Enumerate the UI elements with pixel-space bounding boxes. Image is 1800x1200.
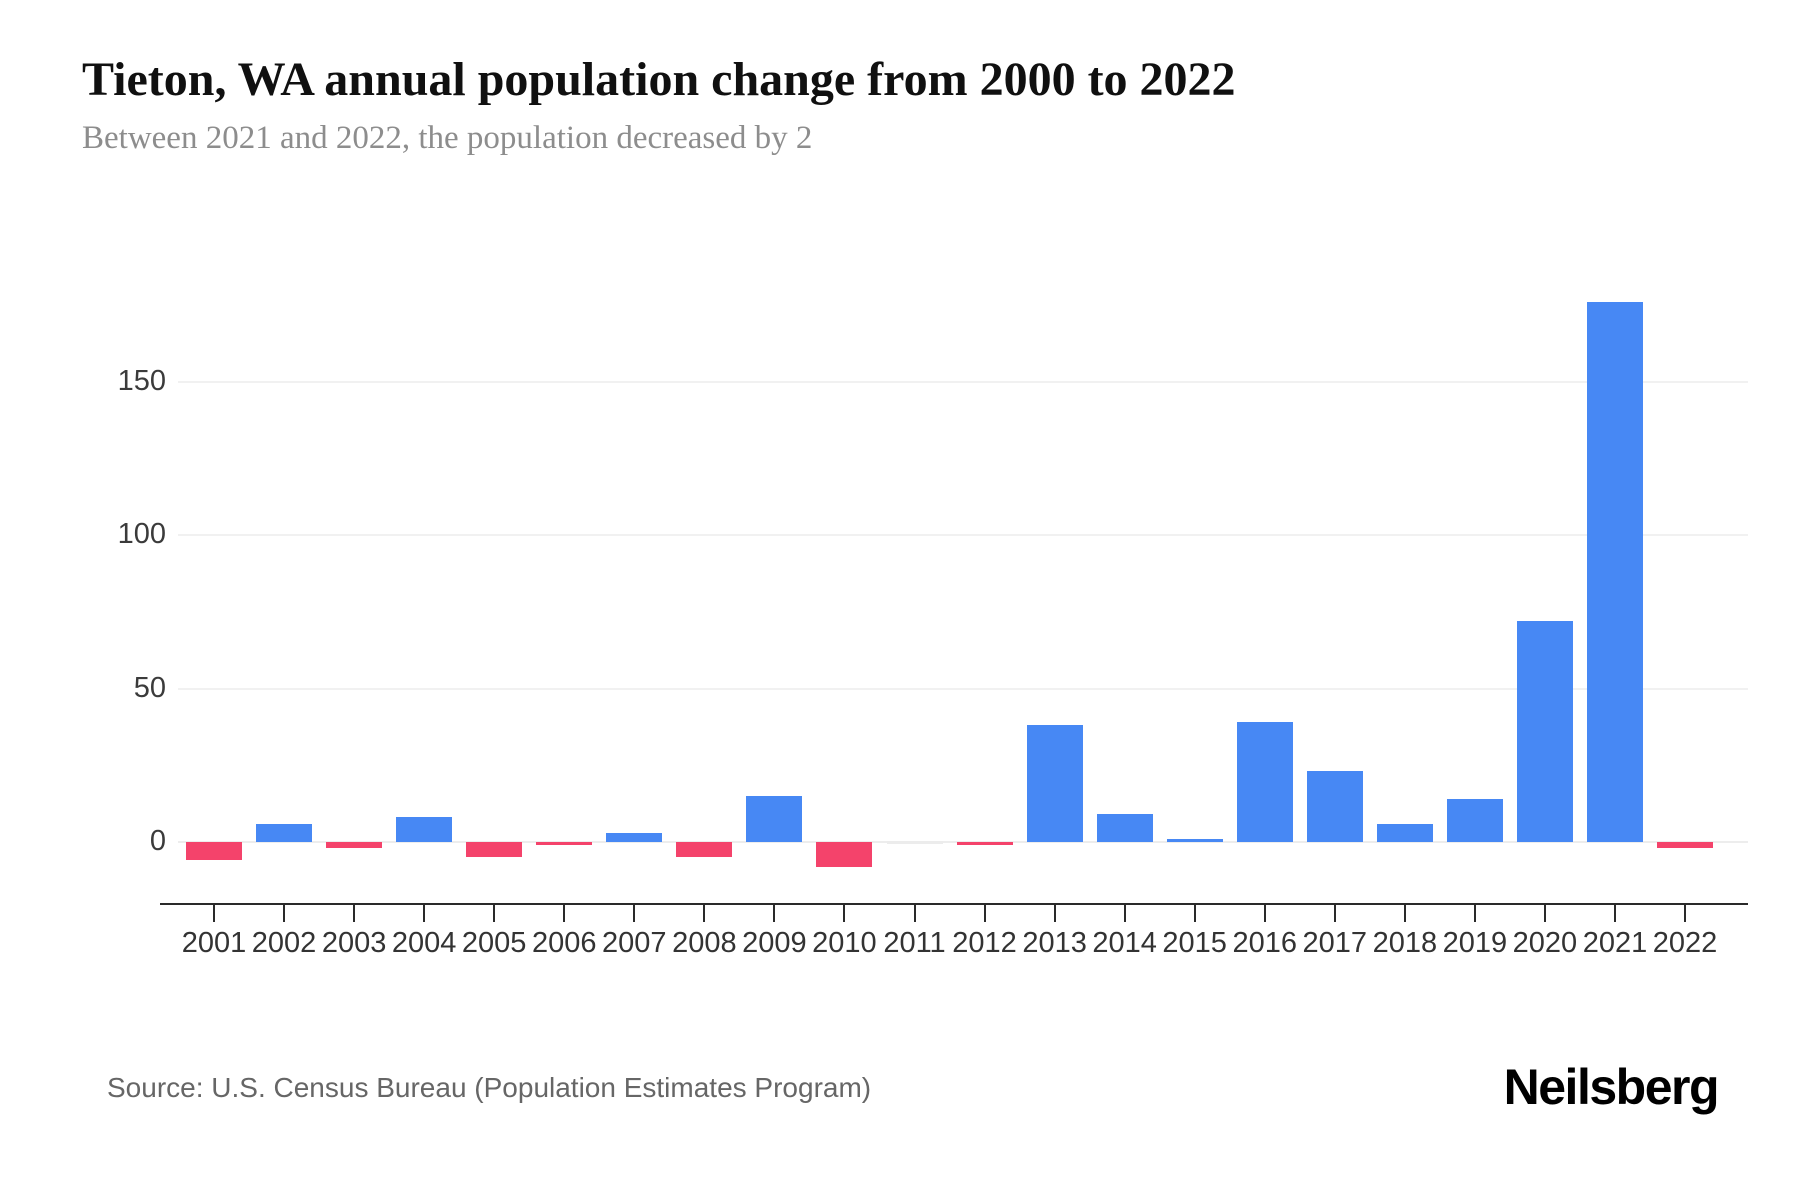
x-axis-label-2009: 2009	[742, 927, 807, 959]
x-axis-tick-2011	[913, 905, 916, 922]
gridline-y-150	[178, 381, 1748, 384]
x-axis-label-2005: 2005	[461, 927, 527, 959]
chart-title: Tieton, WA annual population change from…	[82, 53, 1236, 106]
x-axis-tick-2004	[423, 905, 426, 922]
x-axis-label-2017: 2017	[1302, 927, 1368, 959]
x-axis-tick-2003	[353, 905, 356, 922]
bar-2002[interactable]	[256, 823, 313, 842]
x-axis-label-2006: 2006	[531, 927, 597, 959]
x-axis-label-2016: 2016	[1232, 927, 1297, 959]
bar-2001[interactable]	[186, 842, 242, 861]
chart-subtitle: Between 2021 and 2022, the population de…	[82, 120, 813, 156]
x-axis-label-2021: 2021	[1582, 927, 1648, 959]
bar-2013[interactable]	[1026, 725, 1083, 842]
bar-2017[interactable]	[1306, 771, 1363, 842]
x-axis-tick-2021	[1614, 905, 1616, 922]
bar-2016[interactable]	[1236, 722, 1293, 842]
gridline-y-100	[178, 534, 1748, 537]
x-axis-label-2003: 2003	[321, 927, 387, 959]
x-axis-label-2007: 2007	[602, 927, 667, 959]
x-axis-tick-2020	[1543, 905, 1546, 922]
x-axis-tick-2014	[1123, 905, 1126, 922]
neilsberg-logo: Neilsberg	[1503, 1059, 1720, 1115]
y-axis-tick-label-50: 50	[133, 671, 166, 704]
x-axis-tick-2015	[1193, 905, 1196, 922]
x-axis-label-2015: 2015	[1162, 927, 1227, 959]
bar-2019[interactable]	[1446, 799, 1503, 842]
x-axis-label-2022: 2022	[1652, 927, 1718, 959]
bar-2006[interactable]	[536, 842, 593, 846]
bar-2011[interactable]	[886, 841, 943, 844]
x-axis-line	[160, 903, 1748, 905]
y-axis-tick-label-0: 0	[149, 825, 166, 857]
bar-2007[interactable]	[606, 832, 663, 842]
x-axis-tick-2016	[1263, 905, 1266, 922]
bar-2003[interactable]	[326, 842, 383, 849]
x-axis-label-2014: 2014	[1092, 927, 1157, 959]
x-axis-tick-2018	[1403, 905, 1406, 922]
bar-2014[interactable]	[1096, 814, 1153, 842]
x-axis-tick-2017	[1333, 905, 1336, 922]
x-axis-tick-2009	[773, 905, 776, 922]
x-axis-tick-2002	[283, 905, 286, 922]
bar-2018[interactable]	[1376, 823, 1433, 842]
x-axis-label-2010: 2010	[812, 927, 877, 959]
x-axis-tick-2022	[1684, 905, 1687, 922]
bar-2010[interactable]	[816, 842, 873, 867]
x-axis-tick-2007	[633, 905, 636, 922]
x-axis-label-2001: 2001	[181, 927, 247, 959]
population-change-bar-chart: 0 50 100 150 2001 2002 2003 2004 2005 2006 2007 200…	[117, 302, 1748, 959]
x-axis-tick-2019	[1473, 905, 1476, 922]
bar-2009[interactable]	[746, 796, 803, 842]
bar-2008[interactable]	[676, 842, 733, 858]
x-axis-label-2013: 2013	[1022, 927, 1087, 959]
y-axis-tick-label-100: 100	[117, 518, 166, 551]
x-axis-label-2004: 2004	[391, 927, 457, 959]
bar-2021[interactable]	[1587, 302, 1643, 842]
x-axis-label-2018: 2018	[1372, 927, 1438, 959]
x-axis-label-2002: 2002	[251, 927, 317, 959]
x-axis-label-2019: 2019	[1442, 927, 1508, 959]
x-axis-tick-2013	[1053, 905, 1056, 922]
x-axis-label-2020: 2020	[1512, 927, 1578, 959]
x-axis-label-2008: 2008	[672, 927, 737, 959]
x-axis-tick-2008	[703, 905, 706, 922]
x-axis-label-2011: 2011	[883, 927, 946, 959]
x-axis-tick-2012	[983, 905, 986, 922]
bar-2022[interactable]	[1657, 842, 1714, 849]
x-axis-tick-2010	[843, 905, 846, 922]
y-axis-tick-label-150: 150	[117, 365, 166, 398]
gridline-y-50	[178, 687, 1748, 690]
bar-2004[interactable]	[396, 817, 453, 842]
source-attribution: Source: U.S. Census Bureau (Population E…	[107, 1072, 872, 1103]
bar-2015[interactable]	[1166, 838, 1223, 842]
bar-2012[interactable]	[956, 842, 1013, 846]
bar-2005[interactable]	[466, 842, 523, 858]
x-axis-tick-2001	[213, 905, 215, 922]
bar-2020[interactable]	[1516, 621, 1573, 842]
x-axis-tick-2005	[493, 905, 496, 922]
x-axis-label-2012: 2012	[952, 927, 1017, 959]
x-axis-tick-2006	[563, 905, 566, 922]
